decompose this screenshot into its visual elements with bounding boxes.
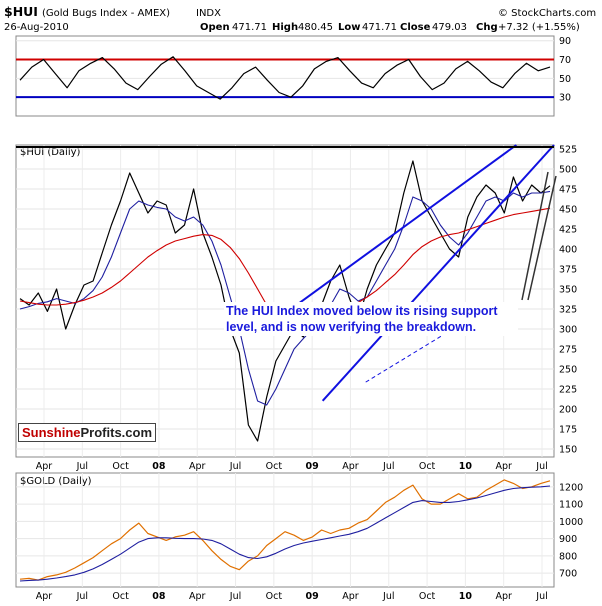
x-tick-label: 10: [459, 591, 473, 602]
source-credit: © StockCharts.com: [498, 8, 596, 19]
y-tick-label: 1100: [559, 500, 583, 511]
y-tick-label: 450: [559, 205, 577, 216]
x-tick-label: Oct: [266, 461, 283, 472]
high-label: High: [272, 22, 298, 33]
rsi-panel: [15, 35, 555, 117]
y-tick-label: 200: [559, 405, 577, 416]
y-tick-label: 50: [559, 74, 571, 85]
y-tick-label: 30: [559, 93, 571, 104]
x-tick-label: Apr: [36, 591, 53, 602]
series-line: [19, 190, 551, 406]
y-tick-label: 425: [559, 225, 577, 236]
x-tick-label: 10: [459, 461, 473, 472]
brand-part2: Profits.com: [80, 425, 153, 440]
y-tick-label: 275: [559, 345, 577, 356]
x-tick-label: Apr: [189, 591, 206, 602]
hui-panel: [15, 144, 555, 458]
x-tick-label: Apr: [342, 591, 359, 602]
x-tick-label: Oct: [419, 461, 436, 472]
y-tick-label: 375: [559, 265, 577, 276]
y-tick-label: 900: [559, 534, 577, 545]
change-value: +7.32 (+1.55%): [498, 22, 580, 33]
trendline: [284, 144, 517, 315]
y-tick-label: 350: [559, 285, 577, 296]
y-tick-label: 475: [559, 185, 577, 196]
x-tick-label: Oct: [112, 591, 129, 602]
y-tick-label: 1000: [559, 517, 583, 528]
x-tick-label: Oct: [419, 591, 436, 602]
x-tick-label: Jul: [229, 461, 241, 472]
y-tick-label: 1200: [559, 482, 583, 493]
breakdown-annotation: The HUI Index moved below its rising sup…: [224, 302, 518, 336]
x-tick-label: Apr: [342, 461, 359, 472]
y-tick-label: 325: [559, 305, 577, 316]
close-value: 479.03: [432, 22, 467, 33]
close-label: Close: [400, 22, 431, 33]
y-tick-label: 150: [559, 445, 577, 456]
x-tick-label: Apr: [495, 591, 512, 602]
series-line: [19, 479, 551, 581]
pointer-line: [527, 175, 557, 301]
x-tick-label: 08: [152, 591, 166, 602]
x-tick-label: Oct: [266, 591, 283, 602]
y-tick-label: 500: [559, 165, 577, 176]
y-tick-label: 800: [559, 551, 577, 562]
y-tick-label: 90: [559, 36, 571, 47]
sunshine-profits-logo: SunshineProfits.com: [18, 423, 157, 442]
x-tick-label: Jul: [382, 461, 394, 472]
y-tick-label: 700: [559, 569, 577, 580]
pointer-line: [521, 171, 549, 301]
series-line: [19, 485, 551, 582]
high-value: 480.45: [298, 22, 333, 33]
hui-panel-label: $HUI (Daily): [20, 147, 81, 158]
x-tick-label: 09: [306, 591, 319, 602]
symbol-title: $HUI: [4, 4, 38, 19]
y-tick-label: 525: [559, 145, 577, 156]
x-tick-label: Jul: [535, 591, 547, 602]
x-tick-label: 09: [306, 461, 319, 472]
low-value: 471.71: [362, 22, 397, 33]
trendline: [321, 144, 555, 402]
low-label: Low: [338, 22, 360, 33]
open-label: Open: [200, 22, 230, 33]
x-tick-label: Jul: [535, 461, 547, 472]
chart-date: 26-Aug-2010: [4, 22, 69, 33]
x-tick-label: Jul: [76, 591, 88, 602]
x-tick-label: 08: [152, 461, 166, 472]
x-tick-label: Apr: [189, 461, 206, 472]
series-line: [19, 56, 551, 100]
exchange-label: INDX: [196, 8, 221, 19]
x-tick-label: Apr: [495, 461, 512, 472]
change-label: Chg: [476, 22, 498, 33]
x-tick-label: Apr: [36, 461, 53, 472]
y-tick-label: 225: [559, 385, 577, 396]
brand-part1: Sunshine: [22, 425, 81, 440]
gold-panel-label: $GOLD (Daily): [20, 476, 92, 487]
x-tick-label: Jul: [76, 461, 88, 472]
open-value: 471.71: [232, 22, 267, 33]
y-tick-label: 70: [559, 55, 571, 66]
index-name: (Gold Bugs Index - AMEX): [42, 8, 170, 19]
y-tick-label: 175: [559, 425, 577, 436]
gold-panel: [15, 472, 555, 588]
y-tick-label: 400: [559, 245, 577, 256]
x-tick-label: Jul: [382, 591, 394, 602]
series-line: [19, 160, 551, 442]
y-tick-label: 300: [559, 325, 577, 336]
x-tick-label: Oct: [112, 461, 129, 472]
y-tick-label: 250: [559, 365, 577, 376]
x-tick-label: Jul: [229, 591, 241, 602]
